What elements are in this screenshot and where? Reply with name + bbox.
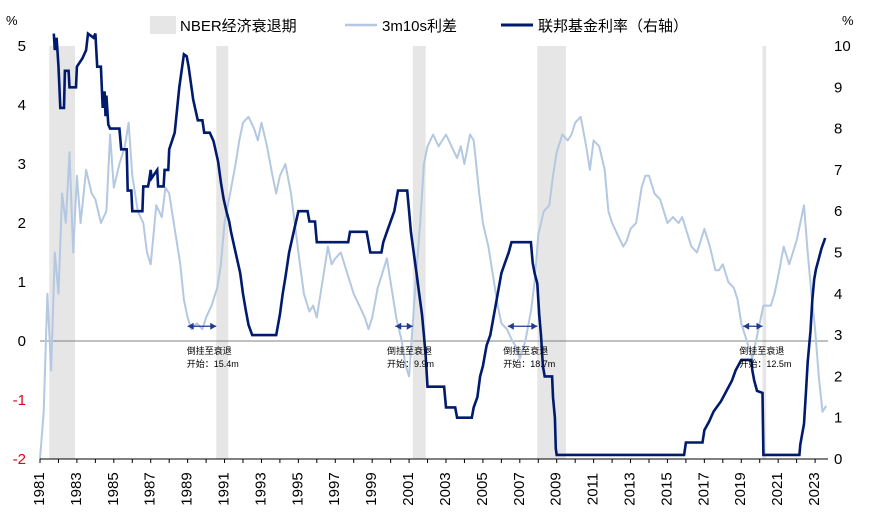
x-tick-label: 1987 [142, 472, 159, 505]
annotation-label: 倒挂至衰退 [739, 345, 784, 356]
annotation-arrowhead-left [187, 322, 194, 330]
x-tick-label: 2003 [437, 472, 454, 505]
x-tick-label: 1985 [105, 472, 122, 505]
left-tick-label: 5 [18, 38, 26, 55]
x-tick-label: 2013 [622, 472, 639, 505]
x-tick-label: 1995 [289, 472, 306, 505]
right-tick-label: 10 [834, 38, 851, 55]
x-axis: 1981 1983 1985 1987 1989 1991 1993 1995 1997 1999… [31, 458, 828, 506]
left-tick-label: 1 [18, 274, 26, 291]
x-tick-label: 2005 [474, 472, 491, 505]
x-tick-label: 1989 [179, 472, 196, 505]
annotation-arrowhead-right [756, 322, 763, 330]
right-tick-label: 0 [834, 451, 842, 468]
fedfunds-line [52, 31, 827, 457]
legend-label-fedfunds: 联邦基金利率（右轴） [538, 18, 688, 35]
legend-label-spread: 3m10s利差 [382, 18, 457, 35]
annotation-value: 开始：9.9m [387, 358, 434, 369]
annotation-value: 开始：18.7m [503, 358, 555, 369]
legend-label-nber: NBER经济衰退期 [180, 18, 297, 35]
left-tick-label: -1 [13, 392, 26, 409]
right-tick-label: 5 [834, 245, 842, 262]
recession-bands [49, 46, 767, 459]
recession-band [762, 46, 767, 459]
left-axis-unit: % [6, 13, 18, 28]
left-tick-label: 3 [18, 156, 26, 173]
spread-line [39, 115, 828, 460]
x-tick-label: 1981 [31, 472, 48, 505]
annotation-arrowhead-left [743, 322, 750, 330]
annotation-arrowhead-right [531, 322, 538, 330]
left-tick-label: 4 [18, 97, 26, 114]
left-tick-label: 0 [18, 333, 26, 350]
x-tick-label: 2009 [548, 472, 565, 505]
fedfunds-series [52, 31, 827, 457]
legend: NBER经济衰退期 3m10s利差 联邦基金利率（右轴） [150, 16, 688, 35]
right-tick-label: 4 [834, 286, 842, 303]
x-tick-label: 2019 [732, 472, 749, 505]
left-tick-label: 2 [18, 215, 26, 232]
x-tick-label: 2021 [769, 472, 786, 505]
x-tick-label: 2001 [400, 472, 417, 505]
spread-series [39, 115, 828, 460]
x-tick-label: 2007 [511, 472, 528, 505]
annotation-label: 倒挂至衰退 [187, 345, 232, 356]
right-tick-label: 3 [834, 327, 842, 344]
x-tick-label: 2015 [658, 472, 675, 505]
right-tick-label: 2 [834, 368, 842, 385]
annotation-arrowhead-left [395, 322, 402, 330]
x-tick-label: 1993 [252, 472, 269, 505]
x-tick-label: 2011 [585, 473, 602, 505]
annotation-value: 开始：15.4m [187, 358, 239, 369]
x-tick-label: 1997 [326, 472, 343, 505]
recession-band [49, 46, 76, 459]
recession-band [412, 46, 426, 459]
annotation-label: 倒挂至衰退 [387, 345, 432, 356]
x-tick-label: 2017 [695, 472, 712, 505]
legend-swatch-nber [150, 16, 176, 34]
left-tick-label: -2 [13, 451, 26, 468]
right-tick-label: 8 [834, 121, 842, 138]
right-tick-label: 6 [834, 203, 842, 220]
x-tick-label: 2023 [806, 472, 823, 505]
right-axis-unit: % [842, 13, 854, 28]
left-axis: % 5 4 3 2 1 0 -1 -2 [6, 13, 26, 468]
annotation-arrowhead-right [210, 322, 217, 330]
annotation-label: 倒挂至衰退 [503, 345, 548, 356]
annotation-value: 开始：12.5m [739, 358, 791, 369]
right-tick-label: 1 [834, 410, 842, 427]
right-tick-label: 7 [834, 162, 842, 179]
x-tick-label: 1999 [363, 472, 380, 505]
recession-band [537, 46, 566, 459]
annotation-arrowhead-left [507, 322, 514, 330]
annotation-arrowhead-right [406, 322, 413, 330]
x-tick-label: 1983 [68, 472, 85, 505]
x-tick-label: 1991 [216, 472, 233, 505]
right-tick-label: 9 [834, 79, 842, 96]
